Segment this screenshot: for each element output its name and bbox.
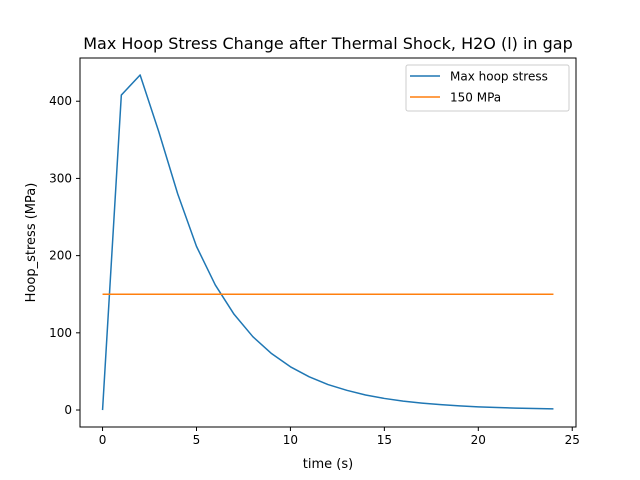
plot-area: 0 5 10 15 20 25 0 100 200 300 400	[49, 57, 580, 447]
series-layer	[101, 74, 554, 411]
series-line-1	[101, 74, 554, 411]
x-axis-label: time (s)	[303, 457, 353, 472]
axes-frame	[79, 57, 577, 428]
legend: Max hoop stress 150 MPa	[405, 64, 570, 112]
y-tick-label: 200	[49, 249, 72, 263]
x-tick-label: 25	[565, 433, 580, 447]
legend-entries: Max hoop stress 150 MPa	[410, 70, 548, 105]
y-tick-label: 400	[49, 94, 72, 108]
legend-label-1: Max hoop stress	[450, 70, 548, 84]
x-tick-label: 0	[99, 433, 107, 447]
y-tick-label: 300	[49, 171, 72, 185]
y-tick-label: 0	[64, 403, 72, 417]
x-tick-label: 20	[471, 433, 486, 447]
legend-label-2: 150 MPa	[450, 91, 501, 105]
chart-title: Max Hoop Stress Change after Thermal Sho…	[83, 34, 573, 53]
x-tick-label: 5	[193, 433, 201, 447]
x-tick-label: 10	[283, 433, 298, 447]
y-axis-ticks: 0 100 200 300 400	[49, 94, 80, 417]
x-axis-ticks: 0 5 10 15 20 25	[99, 427, 580, 447]
y-axis-label: Hoop_stress (MPa)	[24, 183, 39, 303]
y-tick-label: 100	[49, 326, 72, 340]
legend-frame	[405, 64, 570, 112]
x-tick-label: 15	[377, 433, 392, 447]
